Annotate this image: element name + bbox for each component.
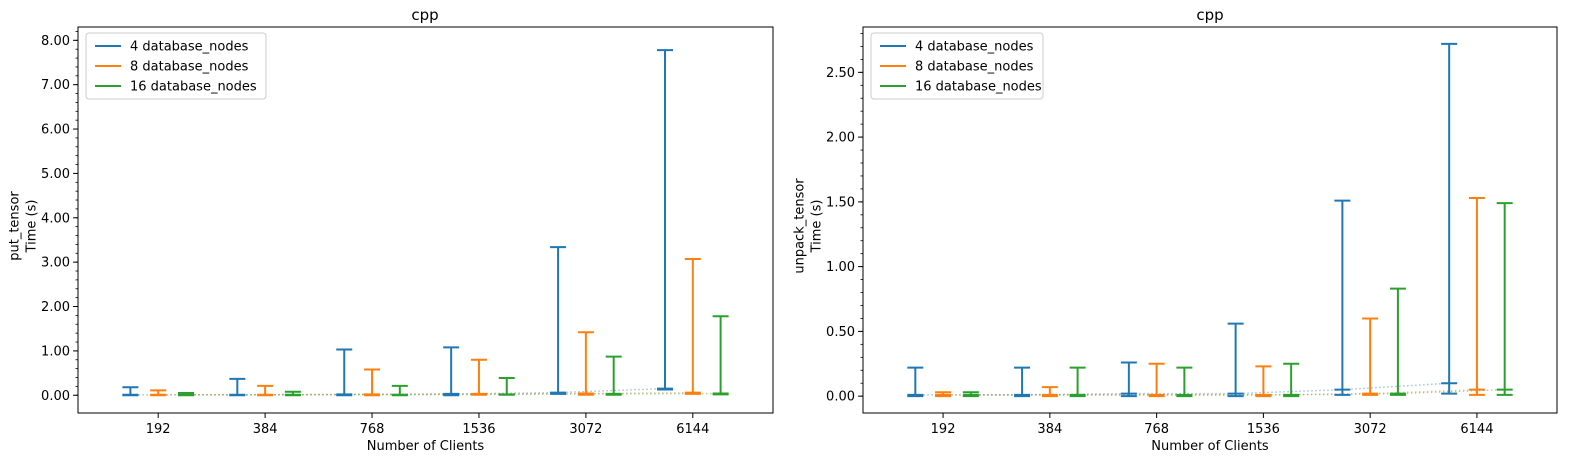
y-axis-title-line: Time (s) — [25, 200, 40, 254]
errorbar — [1041, 386, 1058, 398]
y-tick-label: 7.00 — [41, 78, 70, 93]
legend-entry-label: 4 database_nodes — [915, 40, 1034, 55]
errorbar — [962, 391, 979, 398]
errorbar — [657, 49, 674, 391]
x-tick-label: 192 — [146, 422, 171, 437]
y-tick-label: 0.00 — [826, 390, 855, 405]
y-tick-label: 1.50 — [826, 195, 855, 210]
y-tick-label: 2.50 — [826, 66, 855, 81]
errorbar — [1468, 196, 1485, 396]
errorbar — [1441, 42, 1458, 395]
y-tick-label: 0.50 — [826, 325, 855, 340]
median-trend-line — [915, 382, 1450, 396]
errorbar — [470, 358, 487, 396]
errorbar — [907, 366, 924, 398]
plot-area-frame — [862, 26, 1558, 414]
y-axis-title-line: Time (s) — [810, 200, 825, 254]
y-tick-label: 5.00 — [41, 167, 70, 182]
median-trend-line — [970, 388, 1505, 396]
legend-entry-label: 4 database_nodes — [130, 40, 249, 55]
errorbar — [1227, 322, 1244, 398]
y-tick-label: 1.00 — [41, 344, 70, 359]
errorbar — [1496, 202, 1513, 396]
x-axis-title: Number of Clients — [1151, 439, 1269, 454]
median-trend-line — [943, 388, 1477, 396]
errorbar — [684, 258, 701, 395]
errorbar — [229, 377, 246, 397]
y-axis-title-line: unpack_tensor — [793, 178, 808, 274]
legend-entry-label: 16 database_nodes — [915, 80, 1042, 95]
errorbar — [577, 331, 594, 396]
x-tick-label: 3072 — [569, 422, 602, 437]
legend-entry-label: 8 database_nodes — [915, 60, 1034, 75]
y-axis-title-line: put_tensor — [8, 191, 23, 261]
errorbar — [1334, 199, 1351, 396]
errorbar — [1148, 362, 1165, 398]
errorbar — [605, 355, 622, 396]
errorbar — [935, 391, 952, 398]
x-tick-label: 384 — [1037, 422, 1062, 437]
chart-unpack-tensor: cpp unpack_tensor Time (s) Number of Client… — [793, 6, 1558, 454]
y-tick-label: 6.00 — [41, 123, 70, 138]
x-tick-label: 6144 — [1460, 422, 1493, 437]
errorbar — [1014, 366, 1031, 398]
x-tick-label: 768 — [1144, 422, 1169, 437]
errorbar — [1283, 362, 1300, 398]
legend-box — [870, 32, 1044, 100]
errorbar — [1176, 366, 1193, 398]
x-tick-label: 768 — [360, 422, 385, 437]
errorbar — [712, 315, 729, 396]
errorbar — [257, 384, 274, 397]
legend-entry-label: 8 database_nodes — [130, 60, 249, 75]
legend: 4 database_nodes 8 database_nodes 16 datab… — [85, 32, 267, 100]
errorbar — [364, 368, 381, 397]
legend: 4 database_nodes 8 database_nodes 16 datab… — [870, 32, 1044, 100]
x-tick-label: 384 — [253, 422, 278, 437]
chart-title: cpp — [1196, 6, 1223, 24]
errorbar — [122, 386, 139, 397]
errorbar — [498, 376, 515, 396]
x-tick-label: 1536 — [462, 422, 495, 437]
errorbar — [177, 392, 194, 397]
median-trend-line — [158, 391, 693, 396]
errorbar — [1255, 365, 1272, 398]
y-tick-label: 8.00 — [41, 34, 70, 49]
y-tick-label: 3.00 — [41, 256, 70, 271]
errorbar — [1389, 287, 1406, 396]
y-tick-label: 4.00 — [41, 211, 70, 226]
y-tick-label: 2.00 — [826, 131, 855, 146]
plot-area-frame — [77, 26, 774, 414]
chart-put-tensor: cpp put_tensor Time (s) Number of Clients 0.… — [8, 6, 774, 454]
y-tick-label: 0.00 — [41, 389, 70, 404]
errorbar — [391, 384, 408, 397]
errorbar — [284, 390, 301, 397]
x-tick-label: 192 — [931, 422, 956, 437]
errorbar — [150, 389, 167, 397]
errorbar — [443, 346, 460, 397]
errorbar — [1362, 317, 1379, 396]
x-tick-label: 1536 — [1247, 422, 1280, 437]
x-axis-title: Number of Clients — [367, 439, 485, 454]
median-trend-line — [185, 392, 721, 396]
y-tick-label: 2.00 — [41, 300, 70, 315]
legend-entry-label: 16 database_nodes — [130, 80, 257, 95]
errorbar — [550, 246, 567, 395]
chart-title: cpp — [411, 6, 438, 24]
errorbar — [1120, 361, 1137, 398]
x-tick-label: 6144 — [676, 422, 709, 437]
errorbar — [336, 348, 353, 397]
errorbar — [1069, 366, 1086, 398]
legend-box — [85, 32, 267, 100]
median-trend-line — [130, 387, 666, 396]
x-tick-label: 3072 — [1354, 422, 1387, 437]
y-tick-label: 1.00 — [826, 260, 855, 275]
